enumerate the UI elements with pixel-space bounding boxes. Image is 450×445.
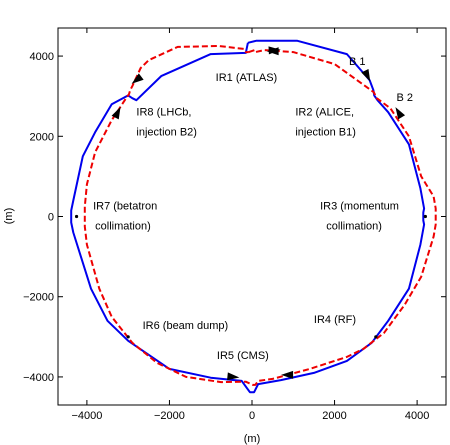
annotation-ir7b: collimation)	[95, 221, 151, 233]
annotation-ir8: IR8 (LHCb,	[136, 106, 191, 118]
direction-arrow	[111, 106, 121, 120]
y-tick-label: 2000	[30, 131, 54, 143]
y-tick-label: 0	[48, 212, 54, 224]
annotation-ir5: IR5 (CMS)	[217, 350, 269, 362]
y-tick-label: −2000	[23, 292, 54, 304]
annotation-ir7: IR7 (betatron	[93, 201, 157, 213]
series-line-beam2	[83, 45, 437, 386]
series-line-beam1	[70, 39, 426, 394]
x-tick-label: −4000	[71, 410, 102, 422]
direction-arrow	[266, 47, 279, 56]
annotation-ir3: IR3 (momentum	[320, 201, 399, 213]
annotation-layer: B 1 B 2 IR1 (ATLAS) IR2 (ALICE, injection B1…	[93, 56, 413, 362]
annotation-ir3b: collimation)	[326, 221, 382, 233]
direction-arrow	[227, 372, 240, 381]
y-tick-label: 4000	[30, 51, 54, 63]
direction-arrow	[281, 370, 294, 379]
x-tick-label: 4000	[405, 410, 429, 422]
ir-point	[126, 335, 130, 339]
annotation-b2: B 2	[396, 92, 413, 104]
x-tick-label: 2000	[322, 410, 346, 422]
direction-arrow	[131, 73, 144, 84]
annotation-ir2: IR2 (ALICE,	[295, 106, 354, 118]
x-axis-label: (m)	[244, 433, 261, 445]
annotation-ir8b: injection B2)	[136, 126, 197, 138]
plot-frame	[57, 27, 447, 406]
annotation-ir6: IR6 (beam dump)	[143, 320, 229, 332]
axis-ticks: −4000 −2000 0 2000 4000 −4000 −2000 0 2000 4000	[23, 28, 446, 422]
marks-layer	[74, 46, 427, 381]
annotation-ir2b: injection B1)	[295, 126, 356, 138]
series-layer	[70, 39, 437, 394]
annotation-b1: B 1	[349, 56, 366, 68]
ir-point	[374, 335, 378, 339]
x-tick-label: −2000	[154, 410, 185, 422]
direction-arrow	[395, 107, 406, 120]
annotation-ir4: IR4 (RF)	[314, 314, 356, 326]
y-axis-label: (m)	[3, 208, 15, 225]
ir-point	[423, 214, 427, 219]
x-tick-label: 0	[249, 410, 255, 422]
y-tick-label: −4000	[23, 372, 54, 384]
ir-point	[74, 214, 79, 219]
direction-arrow	[361, 68, 371, 82]
annotation-ir1: IR1 (ATLAS)	[216, 72, 278, 84]
